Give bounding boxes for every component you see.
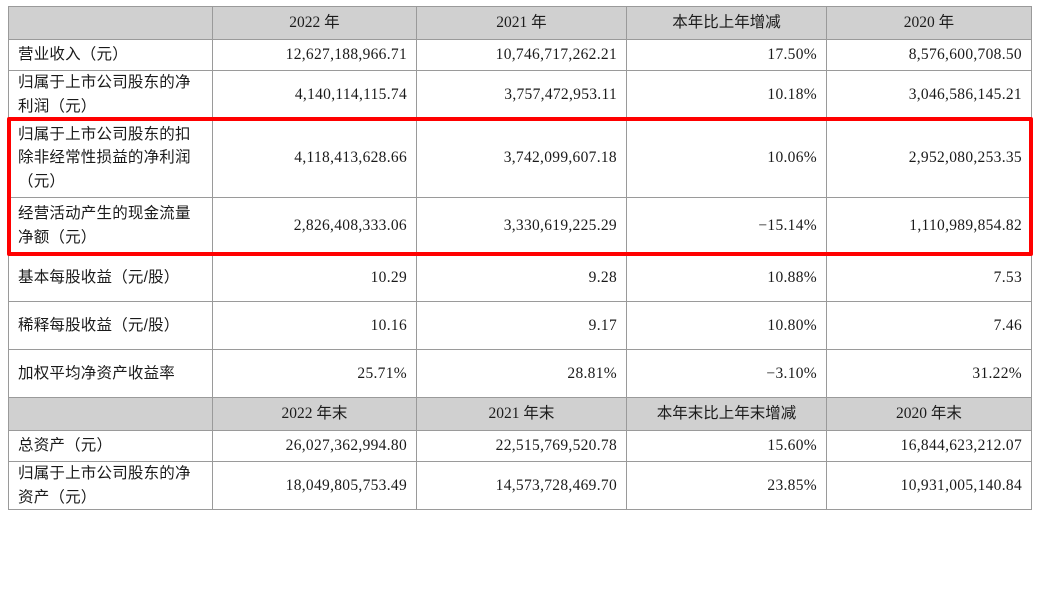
cell-net-profit-2022: 4,140,114,115.74 — [212, 70, 417, 119]
table-row: 基本每股收益（元/股） 10.29 9.28 10.88% 7.53 — [8, 253, 1032, 302]
header-cell-2022-end: 2022 年末 — [212, 397, 417, 431]
row-label-total-assets: 总资产（元） — [8, 430, 213, 462]
header-cell-2022: 2022 年 — [212, 6, 417, 40]
header-cell-2021-end: 2021 年末 — [416, 397, 627, 431]
table-row-highlighted: 归属于上市公司股东的扣除非经常性损益的净利润（元） 4,118,413,628.… — [8, 118, 1032, 198]
table-row: 营业收入（元） 12,627,188,966.71 10,746,717,262… — [8, 39, 1032, 71]
cell-net-assets-2020: 10,931,005,140.84 — [826, 461, 1032, 510]
cell-diluted-eps-2021: 9.17 — [416, 301, 627, 350]
cell-basic-eps-change: 10.88% — [626, 253, 827, 302]
table-row: 总资产（元） 26,027,362,994.80 22,515,769,520.… — [8, 430, 1032, 462]
key-accounting-data-table: 2022 年 2021 年 本年比上年增减 2020 年 营业收入（元） 12,… — [8, 6, 1032, 510]
cell-weighted-roe-2020: 31.22% — [826, 349, 1032, 398]
cell-operating-cash-flow-2021: 3,330,619,225.29 — [416, 197, 627, 254]
table-row: 归属于上市公司股东的净资产（元） 18,049,805,753.49 14,57… — [8, 461, 1032, 510]
cell-deducted-net-profit-2021: 3,742,099,607.18 — [416, 118, 627, 198]
cell-deducted-net-profit-change: 10.06% — [626, 118, 827, 198]
cell-diluted-eps-change: 10.80% — [626, 301, 827, 350]
cell-operating-revenue-2020: 8,576,600,708.50 — [826, 39, 1032, 71]
cell-weighted-roe-change: −3.10% — [626, 349, 827, 398]
cell-deducted-net-profit-2020: 2,952,080,253.35 — [826, 118, 1032, 198]
header-cell-blank-2 — [8, 397, 213, 431]
cell-basic-eps-2022: 10.29 — [212, 253, 417, 302]
cell-total-assets-2020: 16,844,623,212.07 — [826, 430, 1032, 462]
cell-deducted-net-profit-2022: 4,118,413,628.66 — [212, 118, 417, 198]
cell-operating-cash-flow-2022: 2,826,408,333.06 — [212, 197, 417, 254]
cell-total-assets-change: 15.60% — [626, 430, 827, 462]
row-label-basic-eps: 基本每股收益（元/股） — [8, 253, 213, 302]
row-label-operating-cash-flow: 经营活动产生的现金流量净额（元） — [8, 197, 213, 254]
cell-net-assets-change: 23.85% — [626, 461, 827, 510]
cell-net-profit-2021: 3,757,472,953.11 — [416, 70, 627, 119]
row-label-net-assets: 归属于上市公司股东的净资产（元） — [8, 461, 213, 510]
cell-operating-revenue-2021: 10,746,717,262.21 — [416, 39, 627, 71]
cell-net-profit-change: 10.18% — [626, 70, 827, 119]
header-cell-yoy-end-change: 本年末比上年末增减 — [626, 397, 827, 431]
cell-operating-cash-flow-change: −15.14% — [626, 197, 827, 254]
cell-net-profit-2020: 3,046,586,145.21 — [826, 70, 1032, 119]
cell-total-assets-2022: 26,027,362,994.80 — [212, 430, 417, 462]
cell-basic-eps-2020: 7.53 — [826, 253, 1032, 302]
cell-operating-cash-flow-2020: 1,110,989,854.82 — [826, 197, 1032, 254]
row-label-deducted-net-profit: 归属于上市公司股东的扣除非经常性损益的净利润（元） — [8, 118, 213, 198]
cell-basic-eps-2021: 9.28 — [416, 253, 627, 302]
table-row: 稀释每股收益（元/股） 10.16 9.17 10.80% 7.46 — [8, 301, 1032, 350]
header-cell-2020: 2020 年 — [826, 6, 1032, 40]
row-label-operating-revenue: 营业收入（元） — [8, 39, 213, 71]
table-row: 归属于上市公司股东的净利润（元） 4,140,114,115.74 3,757,… — [8, 70, 1032, 119]
header-cell-blank — [8, 6, 213, 40]
header-cell-2021: 2021 年 — [416, 6, 627, 40]
table-header-row-period: 2022 年 2021 年 本年比上年增减 2020 年 — [8, 6, 1032, 40]
cell-diluted-eps-2020: 7.46 — [826, 301, 1032, 350]
cell-net-assets-2022: 18,049,805,753.49 — [212, 461, 417, 510]
header-cell-2020-end: 2020 年末 — [826, 397, 1032, 431]
table-row-highlighted: 经营活动产生的现金流量净额（元） 2,826,408,333.06 3,330,… — [8, 197, 1032, 254]
cell-operating-revenue-change: 17.50% — [626, 39, 827, 71]
header-cell-yoy-change: 本年比上年增减 — [626, 6, 827, 40]
cell-net-assets-2021: 14,573,728,469.70 — [416, 461, 627, 510]
cell-weighted-roe-2021: 28.81% — [416, 349, 627, 398]
table-row: 加权平均净资产收益率 25.71% 28.81% −3.10% 31.22% — [8, 349, 1032, 398]
cell-diluted-eps-2022: 10.16 — [212, 301, 417, 350]
cell-total-assets-2021: 22,515,769,520.78 — [416, 430, 627, 462]
cell-operating-revenue-2022: 12,627,188,966.71 — [212, 39, 417, 71]
cell-weighted-roe-2022: 25.71% — [212, 349, 417, 398]
row-label-diluted-eps: 稀释每股收益（元/股） — [8, 301, 213, 350]
row-label-weighted-roe: 加权平均净资产收益率 — [8, 349, 213, 398]
row-label-net-profit: 归属于上市公司股东的净利润（元） — [8, 70, 213, 119]
table-header-row-period-end: 2022 年末 2021 年末 本年末比上年末增减 2020 年末 — [8, 397, 1032, 431]
